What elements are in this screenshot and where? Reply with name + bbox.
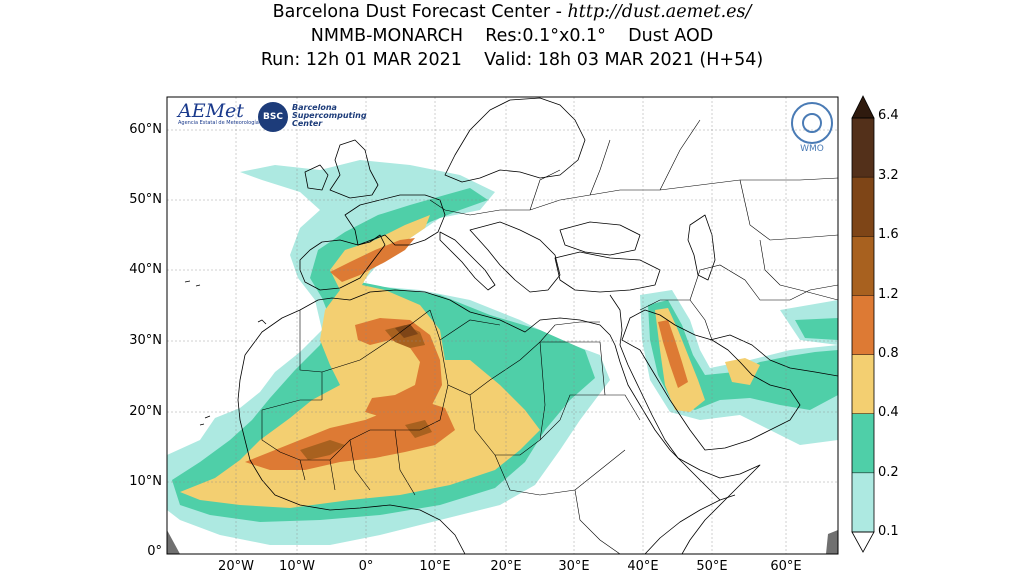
colorbar-segment-5 <box>852 177 874 237</box>
lat-label-10n: 10°N <box>129 474 162 489</box>
figure-title: Barcelona Dust Forecast Center - http://… <box>0 0 1024 72</box>
lon-label-50e: 50°E <box>696 559 728 574</box>
coast-canaries <box>257 319 267 325</box>
no-data-corner-sw <box>167 530 180 554</box>
colorbar-segment-2 <box>852 354 874 414</box>
colorbar-segment-6 <box>852 118 874 178</box>
coast-red-sea <box>619 344 679 459</box>
coast-levant <box>609 294 623 346</box>
colorbar-label-0.1: 0.1 <box>878 524 899 539</box>
colorbar-segment-1 <box>852 413 874 473</box>
coast-turkey <box>554 251 661 293</box>
coast-horn <box>677 457 761 554</box>
border-7 <box>739 179 838 301</box>
aod-region-sahel-core <box>300 440 345 460</box>
coast-arabia <box>621 309 801 451</box>
coast-cape-verde <box>199 415 211 426</box>
aod-region-arabia-orange <box>658 320 688 388</box>
lat-label-0: 0° <box>147 544 162 559</box>
aod-region-max <box>395 324 418 338</box>
aemet-logo-text: AEMet <box>178 100 244 122</box>
bsc-logo-text: Barcelona Supercomputing Center <box>292 103 367 128</box>
coast-ireland <box>304 164 329 191</box>
border-6 <box>429 119 838 216</box>
lon-label-20w: 20°W <box>218 559 254 574</box>
colorbar-frame <box>851 117 875 533</box>
bsc-logo: BSC Barcelona Supercomputing Center <box>258 102 378 136</box>
colorbar-label-0.4: 0.4 <box>878 405 899 420</box>
aemet-logo-subtext: Agencia Estatal de Meteorología <box>178 120 259 126</box>
border-2 <box>539 341 641 441</box>
lon-label-0: 0° <box>358 559 374 574</box>
border-1 <box>299 309 546 456</box>
lat-label-50n: 50°N <box>129 192 162 207</box>
map-frame <box>166 96 839 555</box>
coast-azores <box>184 280 201 287</box>
lat-label-40n: 40°N <box>129 262 162 277</box>
coast-scandinavia <box>444 97 586 183</box>
aod-region-sahel-orange <box>245 400 455 470</box>
country-borders <box>261 119 838 554</box>
lon-label-40e: 40°E <box>627 559 659 574</box>
colorbar-label-1.6: 1.6 <box>878 227 899 242</box>
wmo-emblem-icon <box>791 102 833 144</box>
lon-label-60e: 60°E <box>770 559 802 574</box>
colorbar-label-6.4: 6.4 <box>878 108 899 123</box>
border-8 <box>439 319 600 343</box>
title-line-1: Barcelona Dust Forecast Center - http://… <box>0 0 1024 24</box>
aod-layer-0.8 <box>245 238 688 470</box>
aod-region-iberia-orange <box>330 238 415 282</box>
title-url[interactable]: http://dust.aemet.es/ <box>567 2 752 22</box>
colorbar-segment-3 <box>852 295 874 355</box>
coast-iran-gulf <box>709 334 838 377</box>
coast-balkans <box>469 221 561 293</box>
colorbar-label-3.2: 3.2 <box>878 168 899 183</box>
lon-label-30e: 30°E <box>558 559 590 574</box>
aod-region-gulf-yellow <box>725 358 760 385</box>
coast-madagascar-edge <box>719 494 736 501</box>
lon-label-20e: 20°E <box>490 559 522 574</box>
lon-label-10w: 10°W <box>279 559 315 574</box>
aod-region-sahara-yellow <box>180 215 540 508</box>
wmo-logo: WMO <box>790 102 834 154</box>
coast-west-africa <box>244 289 721 554</box>
colorbar-extend-min <box>851 531 875 553</box>
grid-lines <box>167 97 838 554</box>
title-line-3: Run: 12h 01 MAR 2021 Valid: 18h 03 MAR 2… <box>260 50 764 70</box>
coast-uk <box>329 139 379 199</box>
lat-label-20n: 20°N <box>129 404 162 419</box>
coast-west-africa-south <box>237 354 466 554</box>
colorbar-label-0.2: 0.2 <box>878 465 899 480</box>
colorbar-segment-4 <box>852 236 874 296</box>
colorbar-label-1.2: 1.2 <box>878 287 899 302</box>
coast-caspian <box>687 214 716 281</box>
lon-label-10e: 10°E <box>419 559 451 574</box>
coast-black-sea <box>559 221 641 256</box>
lat-label-60n: 60°N <box>129 122 162 137</box>
colorbar-extend-max <box>851 95 875 119</box>
aod-region-gulf-green <box>795 318 838 340</box>
coast-italy <box>439 231 496 291</box>
border-3 <box>261 399 416 496</box>
wmo-logo-text: WMO <box>800 144 824 154</box>
colorbar-segment-0 <box>852 472 874 532</box>
no-data-corner-se <box>826 530 838 554</box>
colorbar <box>851 95 875 553</box>
aod-layer-1.6 <box>395 324 418 338</box>
border-4 <box>494 449 626 554</box>
colorbar-label-0.8: 0.8 <box>878 346 899 361</box>
title-line-2: NMMB-MONARCH Res:0.1°x0.1° Dust AOD <box>310 26 714 46</box>
coastlines <box>184 97 838 554</box>
aod-region-sahel-core-2 <box>405 420 432 438</box>
map-content <box>167 97 838 554</box>
aemet-logo: AEMet Agencia Estatal de Meteorología <box>178 100 259 126</box>
lat-label-30n: 30°N <box>129 333 162 348</box>
title-center-name: Barcelona Dust Forecast Center - <box>272 2 568 22</box>
coast-iberia <box>299 234 386 291</box>
bsc-logo-circle: BSC <box>258 102 288 132</box>
